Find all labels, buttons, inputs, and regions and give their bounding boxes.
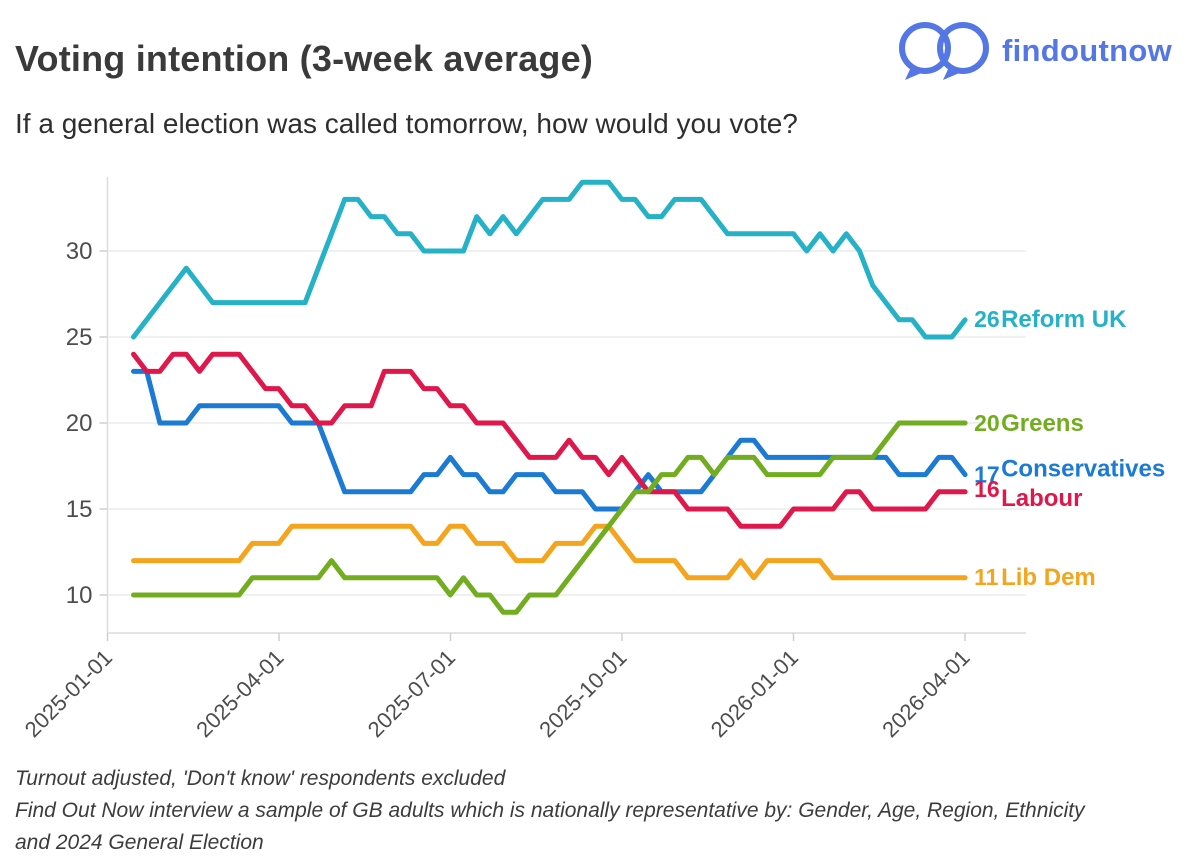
series-line-greens	[131, 420, 968, 615]
y-tick-label-20: 20	[66, 410, 93, 437]
x-tick-label-4: 2026-01-01	[706, 645, 803, 742]
series-end-value-greens: 20	[974, 410, 1000, 436]
series-line-conservatives	[131, 368, 968, 512]
series-end-name-libdem: Lib Dem	[1001, 564, 1096, 591]
y-tick-label-30: 30	[66, 238, 93, 265]
x-tick-label-5: 2026-04-01	[877, 645, 974, 742]
y-tick-label-25: 25	[66, 324, 93, 351]
y-tick-label-10: 10	[66, 582, 93, 609]
x-tick-label-1: 2025-04-01	[191, 645, 288, 742]
voting-intention-chart: 10 15 20 25 30 2025-01-01 2025-04-01 2025-07-01…	[20, 177, 1165, 742]
series-end-value-labour: 16	[974, 476, 1000, 502]
series-end-name-reform: Reform UK	[1001, 306, 1127, 333]
series-end-name-conservatives: Conservatives	[1001, 456, 1165, 483]
footnote-line-3: and 2024 General Election	[15, 830, 264, 854]
series-end-value-libdem: 11	[974, 564, 999, 590]
y-tick-label-15: 15	[66, 496, 93, 523]
series-line-libdem	[131, 523, 968, 581]
chart-subtitle: If a general election was called tomorro…	[15, 108, 798, 139]
series-end-value-conservatives: 17	[974, 462, 1000, 488]
series-end-name-labour: Labour	[1001, 485, 1082, 512]
x-tick-label-2: 2025-07-01	[363, 645, 460, 742]
x-tick-label-0: 2025-01-01	[20, 645, 117, 742]
series-end-value-reform: 26	[974, 306, 1000, 332]
footnote-line-1: Turnout adjusted, 'Don't know' responden…	[15, 767, 506, 790]
series-end-name-greens: Greens	[1001, 410, 1084, 437]
logo-bubbles-icon	[899, 22, 989, 80]
chart-footnote: Turnout adjusted, 'Don't know' responden…	[15, 763, 1190, 859]
series-line-labour	[131, 351, 968, 529]
page-title: Voting intention (3-week average)	[15, 38, 594, 80]
footnote-line-2: Find Out Now interview a sample of GB ad…	[15, 798, 1085, 822]
x-tick-label-3: 2025-10-01	[534, 645, 631, 742]
series-line-reform	[131, 179, 968, 340]
findoutnow-logo: findoutnow	[896, 18, 1172, 84]
logo-text: findoutnow	[1002, 33, 1172, 68]
